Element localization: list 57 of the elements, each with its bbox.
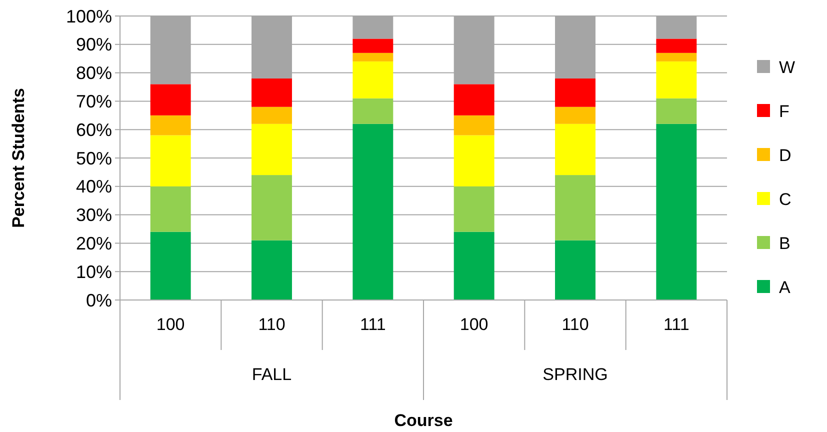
legend-label: A [779, 278, 791, 297]
legend-label: B [779, 234, 790, 253]
x-tick-label: 100 [156, 315, 185, 334]
bar [252, 240, 292, 300]
x-tick-label: 111 [360, 315, 386, 334]
bar [352, 52, 394, 62]
y-tick-label: 70% [76, 92, 112, 112]
bar [150, 135, 191, 186]
bar [555, 175, 596, 240]
bar [656, 52, 697, 62]
y-tick-label: 50% [76, 148, 112, 168]
bar [252, 78, 292, 107]
bar [454, 115, 494, 136]
bar [656, 38, 697, 53]
bar [656, 61, 697, 98]
bar [352, 38, 394, 53]
x-tick-label: 110 [258, 315, 286, 334]
x-axis-title: Course [394, 411, 453, 430]
x-tick-label: 100 [460, 315, 488, 334]
y-tick-label: 60% [76, 120, 112, 140]
bar [454, 186, 494, 232]
bar [656, 98, 697, 124]
y-tick-label: 80% [76, 63, 112, 84]
bar [656, 124, 697, 300]
legend-label: D [779, 146, 792, 165]
bar [352, 98, 394, 124]
bar [454, 232, 494, 300]
bar [555, 240, 596, 300]
x-tick-label: 111 [663, 315, 690, 334]
legend-label: C [779, 190, 792, 209]
x-tick-label: 110 [562, 315, 589, 334]
bar [555, 124, 596, 176]
bar [150, 84, 191, 116]
legend-label: W [779, 58, 796, 77]
bar [555, 78, 596, 107]
y-axis-title: Percent Students [9, 88, 28, 228]
bar [252, 175, 292, 240]
bar [352, 124, 394, 300]
bar [150, 186, 191, 232]
bar [252, 106, 292, 124]
y-tick-label: 90% [76, 34, 112, 55]
bar [555, 106, 596, 124]
legend-label: F [779, 102, 790, 121]
y-tick-label: 0% [86, 290, 112, 310]
y-tick-label: 30% [76, 205, 112, 226]
bar [150, 232, 191, 300]
text: SPRING [542, 365, 608, 384]
y-tick-label: 20% [76, 234, 112, 254]
bar [150, 115, 191, 136]
bar [454, 84, 494, 116]
text: FALL [252, 365, 292, 384]
y-tick-label: 10% [76, 262, 112, 282]
bar [352, 61, 394, 98]
bar [454, 135, 494, 186]
y-tick-label: 40% [76, 176, 112, 197]
bar [252, 124, 292, 176]
y-tick-label: 100% [66, 6, 112, 26]
